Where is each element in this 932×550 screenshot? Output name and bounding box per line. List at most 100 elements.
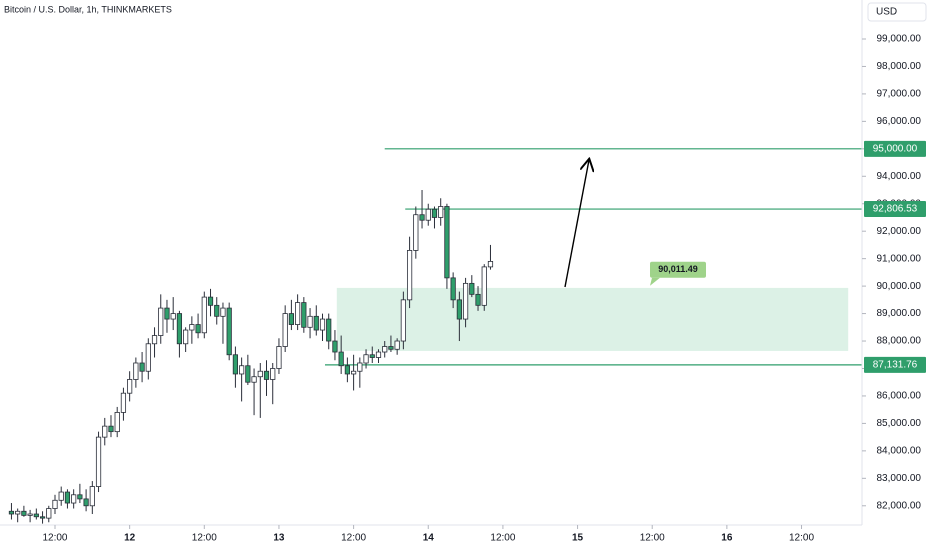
candle-body xyxy=(425,208,431,221)
currency-label: USD xyxy=(876,7,897,18)
candle-body xyxy=(295,302,301,325)
x-tick-label: 15 xyxy=(572,533,584,544)
x-tick-label: 14 xyxy=(423,533,435,544)
y-tick-label: 90,000.00 xyxy=(877,281,922,292)
candle-body xyxy=(158,307,164,336)
candle-body xyxy=(363,354,369,364)
candle-body xyxy=(257,370,263,378)
candle-body xyxy=(239,365,245,375)
candle-body xyxy=(276,346,282,369)
candle-body xyxy=(46,508,52,519)
level-tag xyxy=(864,201,926,218)
level-tag xyxy=(864,140,926,157)
candle-body xyxy=(462,282,469,320)
candle-body xyxy=(487,261,494,268)
candle-body xyxy=(201,296,207,334)
candle-body xyxy=(176,313,183,345)
candle-body xyxy=(220,307,226,317)
candle-body xyxy=(438,206,444,218)
candle-body xyxy=(351,370,357,375)
support-zone xyxy=(336,287,849,351)
level-tag xyxy=(864,356,926,373)
candle-body xyxy=(332,340,338,353)
y-tick-label: 91,000.00 xyxy=(877,253,922,264)
candle-body xyxy=(89,486,95,507)
candle-body xyxy=(58,491,64,501)
candle-body xyxy=(133,362,139,380)
candle-body xyxy=(52,499,58,509)
y-tick-label: 82,000.00 xyxy=(877,500,922,511)
projection-arrow xyxy=(564,160,589,288)
candle-body xyxy=(382,346,388,353)
candle-body xyxy=(102,425,108,438)
candle-body xyxy=(413,214,419,251)
x-tick-label: 12:00 xyxy=(640,533,665,544)
candle-body xyxy=(406,250,413,301)
y-tick-label: 86,000.00 xyxy=(877,391,922,402)
candle-body xyxy=(319,318,326,331)
y-tick-label: 94,000.00 xyxy=(877,171,922,182)
candle-body xyxy=(419,214,425,221)
y-tick-label: 83,000.00 xyxy=(877,473,922,484)
y-tick-label: 99,000.00 xyxy=(877,34,922,45)
y-tick-label: 84,000.00 xyxy=(877,446,922,457)
candle-body xyxy=(469,282,475,295)
candle-body xyxy=(77,494,83,500)
candle-body xyxy=(83,498,89,507)
annotation-label: 90,011.49 xyxy=(658,264,698,274)
candle-body xyxy=(207,296,214,306)
x-tick-label: 12:00 xyxy=(789,533,814,544)
plot xyxy=(8,148,862,524)
candle-body xyxy=(64,491,71,504)
candle-body xyxy=(326,318,332,342)
candle-body xyxy=(338,351,344,367)
candle-body xyxy=(481,266,487,306)
candle-body xyxy=(170,313,176,320)
candle-body xyxy=(263,370,270,380)
zone-layer xyxy=(336,287,849,351)
x-tick-label: 13 xyxy=(273,533,285,544)
candle-body xyxy=(394,340,400,350)
level-tag-label: 95,000.00 xyxy=(873,143,918,154)
candle-body xyxy=(15,510,21,515)
candle-body xyxy=(27,513,33,516)
y-tick-label: 97,000.00 xyxy=(877,89,922,100)
candle-body xyxy=(444,206,450,279)
y-tick-label: 92,000.00 xyxy=(877,226,922,237)
candle-body xyxy=(307,315,313,328)
candle-body xyxy=(145,343,151,372)
candle-body xyxy=(369,354,375,358)
y-tick-label: 88,000.00 xyxy=(877,336,922,347)
level-tag-label: 87,131.76 xyxy=(873,360,918,371)
candle-body xyxy=(195,324,201,334)
candle-body xyxy=(120,392,127,413)
candle-body xyxy=(151,335,158,345)
candle-body xyxy=(21,510,27,516)
x-tick-label: 16 xyxy=(721,533,733,544)
y-tick-label: 89,000.00 xyxy=(877,308,922,319)
candle-body xyxy=(388,346,394,350)
x-tick-label: 12:00 xyxy=(341,533,366,544)
currency-button[interactable] xyxy=(867,2,927,22)
chart-title: Bitcoin / U.S. Dollar, 1h, THINKMARKETS xyxy=(4,4,172,14)
y-tick-label: 85,000.00 xyxy=(877,418,922,429)
candle-body xyxy=(232,354,239,375)
candle-body xyxy=(139,362,145,372)
candle-body xyxy=(270,368,276,380)
candle-body xyxy=(108,425,114,433)
candle-body xyxy=(127,379,133,394)
y-tick-label: 98,000.00 xyxy=(877,61,922,72)
candle-body xyxy=(282,313,288,347)
candle-body xyxy=(357,362,363,372)
candle-body xyxy=(226,307,232,356)
candle-body xyxy=(456,299,462,320)
level-tag-label: 92,806.53 xyxy=(873,204,918,215)
candle-body xyxy=(33,513,39,518)
candle-body xyxy=(375,351,382,358)
candle-body xyxy=(313,315,319,331)
candle-body xyxy=(400,299,406,342)
candle-body xyxy=(450,277,456,301)
y-tick-label: 96,000.00 xyxy=(877,116,922,127)
x-tick-label: 12:00 xyxy=(192,533,217,544)
